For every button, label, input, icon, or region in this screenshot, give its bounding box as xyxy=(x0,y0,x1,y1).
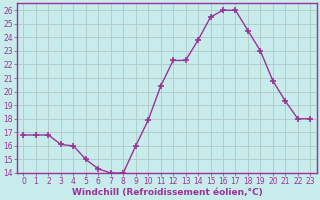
X-axis label: Windchill (Refroidissement éolien,°C): Windchill (Refroidissement éolien,°C) xyxy=(72,188,262,197)
